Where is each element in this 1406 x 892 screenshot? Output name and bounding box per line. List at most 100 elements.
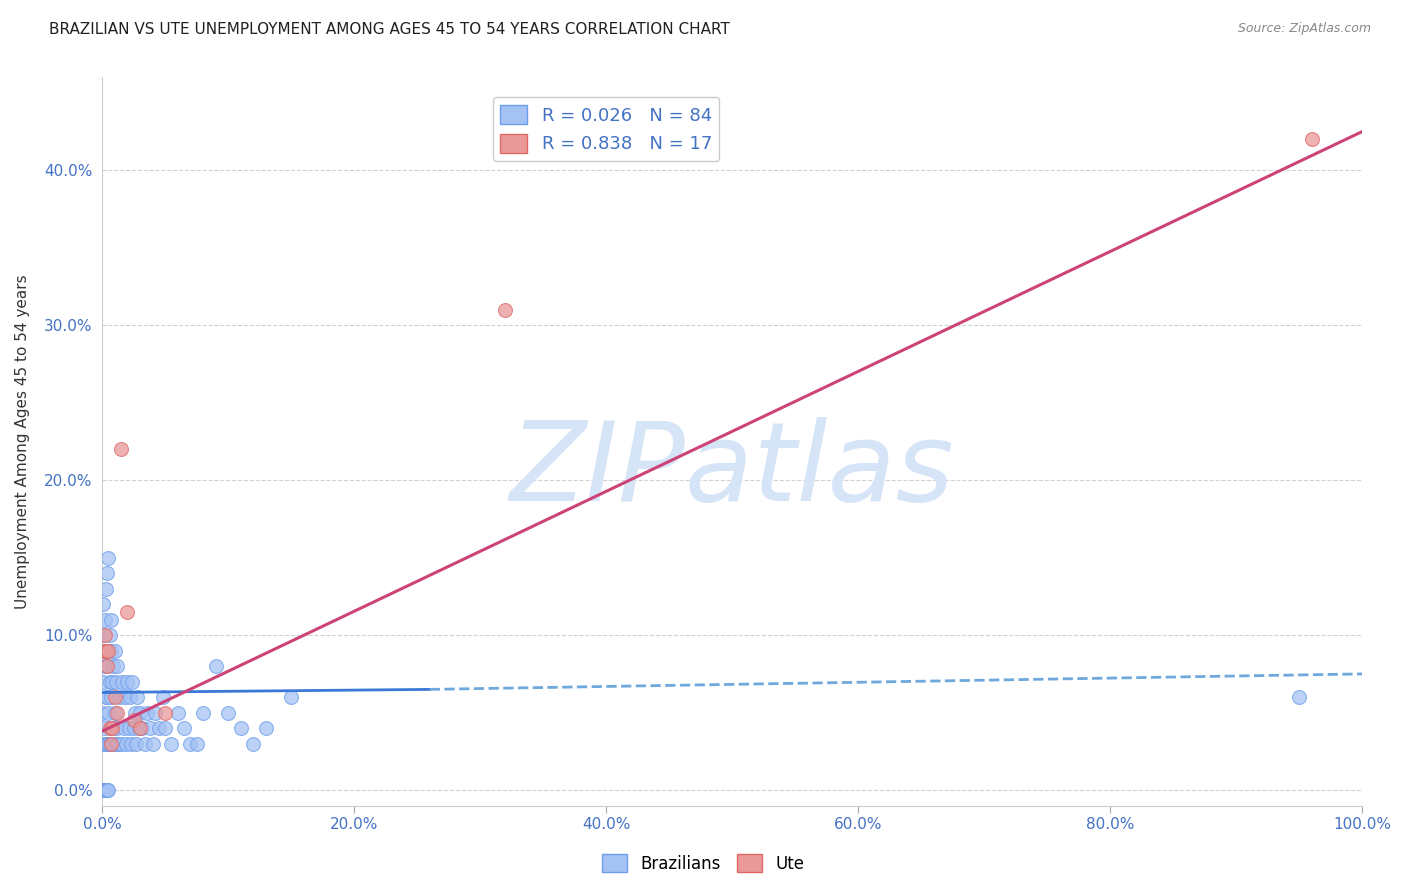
Point: [108, 690, 131, 705]
Point: [280, 690, 302, 705]
Point: [179, 737, 201, 751]
Point: [101, 737, 124, 751]
Text: Source: ZipAtlas.com: Source: ZipAtlas.com: [1237, 22, 1371, 36]
Point: [117, 605, 139, 619]
Point: [91, 783, 114, 797]
Point: [97, 783, 120, 797]
Point: [93, 643, 115, 657]
Text: BRAZILIAN VS UTE UNEMPLOYMENT AMONG AGES 45 TO 54 YEARS CORRELATION CHART: BRAZILIAN VS UTE UNEMPLOYMENT AMONG AGES…: [49, 22, 730, 37]
Point: [229, 721, 252, 735]
Point: [94, 643, 117, 657]
Point: [104, 643, 127, 657]
Point: [204, 659, 226, 673]
Point: [143, 706, 166, 720]
Point: [124, 706, 146, 720]
Point: [134, 737, 156, 751]
Point: [117, 674, 139, 689]
Y-axis label: Unemployment Among Ages 45 to 54 years: Unemployment Among Ages 45 to 54 years: [15, 274, 30, 609]
Point: [115, 737, 138, 751]
Point: [107, 737, 129, 751]
Point: [110, 442, 132, 457]
Point: [105, 706, 128, 720]
Point: [141, 737, 163, 751]
Point: [97, 550, 120, 565]
Point: [153, 721, 176, 735]
Point: [94, 737, 117, 751]
Point: [98, 737, 121, 751]
Point: [94, 582, 117, 596]
Point: [166, 706, 188, 720]
Point: [98, 674, 121, 689]
Point: [93, 597, 115, 611]
Point: [101, 674, 124, 689]
Point: [111, 674, 134, 689]
Point: [93, 628, 115, 642]
Point: [128, 721, 150, 735]
Point: [93, 783, 115, 797]
Point: [117, 721, 139, 735]
Point: [104, 737, 127, 751]
Point: [186, 737, 208, 751]
Point: [97, 706, 120, 720]
Point: [122, 721, 145, 735]
Point: [242, 737, 264, 751]
Point: [122, 714, 145, 728]
Point: [121, 674, 143, 689]
Point: [93, 783, 115, 797]
Point: [98, 721, 121, 735]
Point: [96, 690, 118, 705]
Legend: Brazilians, Ute: Brazilians, Ute: [595, 847, 811, 880]
Point: [93, 737, 115, 751]
Point: [93, 674, 115, 689]
Point: [120, 737, 142, 751]
Point: [160, 737, 183, 751]
Point: [103, 721, 125, 735]
Point: [100, 690, 122, 705]
Point: [104, 690, 127, 705]
Point: [105, 721, 128, 735]
Point: [104, 674, 127, 689]
Point: [254, 721, 277, 735]
Point: [136, 706, 159, 720]
Point: [101, 721, 124, 735]
Point: [91, 706, 114, 720]
Point: [104, 706, 127, 720]
Point: [100, 643, 122, 657]
Point: [96, 783, 118, 797]
Point: [217, 706, 239, 720]
Point: [100, 613, 122, 627]
Point: [173, 721, 195, 735]
Legend: R = 0.026   N = 84, R = 0.838   N = 17: R = 0.026 N = 84, R = 0.838 N = 17: [494, 97, 720, 161]
Point: [97, 737, 120, 751]
Point: [98, 628, 121, 642]
Point: [93, 659, 115, 673]
Point: [96, 659, 118, 673]
Point: [139, 721, 162, 735]
Point: [114, 690, 136, 705]
Point: [96, 566, 118, 581]
Point: [94, 783, 117, 797]
Point: [127, 690, 149, 705]
Point: [96, 659, 118, 673]
Point: [96, 737, 118, 751]
Point: [93, 643, 115, 657]
Point: [191, 706, 214, 720]
Point: [94, 690, 117, 705]
Point: [93, 721, 115, 735]
Point: [1288, 690, 1310, 705]
Point: [110, 737, 132, 751]
Point: [494, 302, 516, 317]
Point: [103, 659, 125, 673]
Point: [1301, 132, 1323, 146]
Point: [129, 721, 152, 735]
Point: [93, 613, 115, 627]
Point: [148, 721, 170, 735]
Point: [93, 628, 115, 642]
Point: [125, 737, 148, 751]
Point: [100, 721, 122, 735]
Point: [97, 643, 120, 657]
Point: [100, 737, 122, 751]
Point: [131, 721, 153, 735]
Point: [105, 659, 128, 673]
Point: [118, 690, 141, 705]
